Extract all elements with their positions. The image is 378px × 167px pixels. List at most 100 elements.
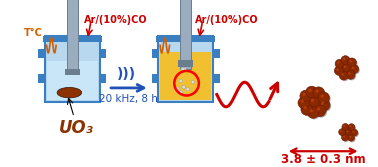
Bar bbox=[65, 69, 80, 75]
Circle shape bbox=[348, 124, 355, 131]
Circle shape bbox=[344, 125, 345, 127]
Circle shape bbox=[321, 95, 324, 98]
Circle shape bbox=[343, 136, 345, 138]
Bar bbox=[46, 61, 98, 100]
Circle shape bbox=[346, 70, 355, 79]
Bar bbox=[43, 36, 102, 42]
Circle shape bbox=[319, 93, 331, 105]
Bar bbox=[67, 0, 78, 69]
Circle shape bbox=[299, 98, 311, 110]
Circle shape bbox=[176, 87, 179, 90]
Circle shape bbox=[351, 129, 358, 136]
Text: H₂O: H₂O bbox=[54, 72, 76, 82]
Bar bbox=[180, 0, 191, 69]
Circle shape bbox=[341, 73, 344, 76]
Circle shape bbox=[179, 79, 183, 83]
Circle shape bbox=[306, 86, 318, 98]
Ellipse shape bbox=[57, 88, 82, 98]
FancyBboxPatch shape bbox=[158, 36, 213, 102]
Circle shape bbox=[318, 99, 330, 111]
Circle shape bbox=[349, 125, 356, 132]
Circle shape bbox=[301, 100, 304, 103]
Bar bbox=[152, 74, 158, 83]
Circle shape bbox=[181, 67, 184, 71]
Circle shape bbox=[307, 87, 319, 99]
Bar bbox=[100, 74, 106, 83]
Circle shape bbox=[343, 65, 352, 74]
Bar bbox=[100, 49, 106, 58]
Bar bbox=[160, 52, 211, 100]
Text: Ar/(10%)CO: Ar/(10%)CO bbox=[84, 15, 147, 25]
Text: Ar/(10%)CO: Ar/(10%)CO bbox=[195, 15, 259, 25]
Circle shape bbox=[304, 106, 307, 109]
Circle shape bbox=[314, 88, 325, 100]
Circle shape bbox=[348, 134, 355, 141]
Circle shape bbox=[191, 80, 195, 84]
Circle shape bbox=[348, 72, 350, 75]
Text: 20 kHz, 8 h: 20 kHz, 8 h bbox=[99, 94, 158, 104]
Text: UO₃: UO₃ bbox=[59, 119, 93, 137]
Circle shape bbox=[345, 129, 352, 136]
Circle shape bbox=[318, 92, 330, 104]
Circle shape bbox=[339, 71, 348, 80]
Circle shape bbox=[342, 123, 349, 130]
Circle shape bbox=[347, 71, 356, 80]
Bar bbox=[38, 74, 45, 83]
Circle shape bbox=[337, 61, 339, 64]
Circle shape bbox=[310, 97, 321, 109]
Text: 3.8 ± 0.3 nm: 3.8 ± 0.3 nm bbox=[281, 153, 366, 166]
Circle shape bbox=[182, 85, 185, 89]
Circle shape bbox=[346, 130, 353, 137]
Circle shape bbox=[310, 109, 313, 112]
Circle shape bbox=[342, 57, 351, 66]
Circle shape bbox=[347, 58, 356, 67]
Circle shape bbox=[349, 59, 358, 68]
Bar bbox=[178, 60, 193, 67]
Circle shape bbox=[336, 68, 339, 71]
Circle shape bbox=[317, 108, 320, 111]
Circle shape bbox=[316, 90, 319, 93]
FancyBboxPatch shape bbox=[45, 36, 100, 102]
Circle shape bbox=[341, 56, 350, 64]
Circle shape bbox=[301, 91, 313, 103]
Circle shape bbox=[352, 131, 354, 133]
Circle shape bbox=[313, 87, 324, 99]
Circle shape bbox=[350, 60, 352, 62]
Circle shape bbox=[319, 100, 331, 112]
Circle shape bbox=[302, 105, 314, 116]
Circle shape bbox=[308, 96, 320, 108]
Circle shape bbox=[302, 93, 306, 96]
Circle shape bbox=[339, 129, 345, 135]
Circle shape bbox=[341, 72, 349, 81]
Circle shape bbox=[343, 125, 350, 131]
Circle shape bbox=[352, 130, 359, 137]
Circle shape bbox=[300, 90, 311, 102]
Circle shape bbox=[343, 135, 350, 142]
Circle shape bbox=[349, 136, 351, 138]
Circle shape bbox=[344, 66, 346, 68]
Bar bbox=[213, 74, 220, 83]
Circle shape bbox=[351, 66, 360, 74]
Circle shape bbox=[186, 88, 189, 91]
Circle shape bbox=[308, 108, 320, 119]
Circle shape bbox=[308, 89, 311, 92]
Circle shape bbox=[311, 99, 314, 102]
Bar bbox=[38, 49, 45, 58]
Bar bbox=[213, 49, 220, 58]
Text: ))): ))) bbox=[116, 67, 136, 81]
Circle shape bbox=[342, 134, 349, 141]
Circle shape bbox=[352, 66, 354, 69]
Circle shape bbox=[336, 67, 344, 76]
Circle shape bbox=[183, 68, 186, 71]
Circle shape bbox=[301, 104, 313, 115]
Circle shape bbox=[315, 106, 327, 118]
Circle shape bbox=[340, 130, 347, 137]
Circle shape bbox=[349, 135, 356, 142]
Circle shape bbox=[307, 107, 319, 118]
Circle shape bbox=[298, 97, 310, 109]
Circle shape bbox=[350, 125, 352, 127]
Circle shape bbox=[340, 130, 342, 132]
Text: T°C: T°C bbox=[24, 28, 43, 38]
Circle shape bbox=[335, 59, 344, 68]
Circle shape bbox=[343, 58, 345, 60]
